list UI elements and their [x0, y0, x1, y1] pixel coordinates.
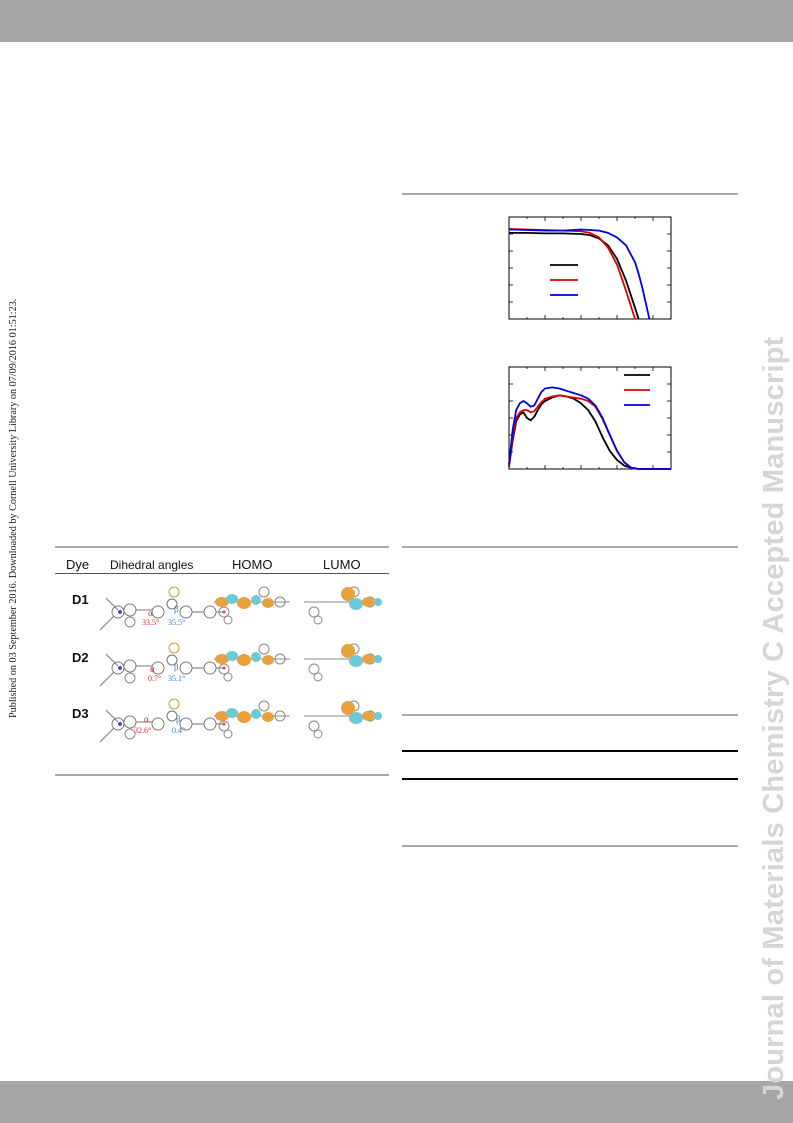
jv-series-line-3 — [508, 228, 651, 320]
header-lumo: LUMO — [323, 557, 361, 572]
homo-orbitals — [213, 586, 291, 739]
page-footer-band — [0, 1081, 793, 1123]
beta-symbol-d1: β — [174, 604, 179, 614]
table-frame-bottom-rule — [402, 845, 738, 847]
lumo-orbitals — [303, 586, 382, 739]
alpha-symbol-d2: α — [150, 664, 155, 674]
beta-symbol-d3: β — [176, 714, 181, 724]
beta-angle-d1: 35.5° — [168, 618, 185, 627]
table-header-top-rule — [402, 750, 738, 752]
dye-label-d2: D2 — [72, 650, 89, 665]
dye-table-bottom-rule — [55, 774, 389, 776]
beta-angle-d3: 0.4° — [172, 726, 185, 735]
page-header-band — [0, 0, 793, 42]
dye-table-header-rule — [55, 573, 389, 574]
ipce-series-line-3 — [508, 386, 671, 470]
beta-angle-d2: 35.1° — [168, 674, 185, 683]
beta-symbol-d2: β — [174, 662, 179, 672]
dye-table-top-rule — [55, 546, 389, 548]
alpha-symbol-d1: α — [148, 608, 153, 618]
jv-series-line-2 — [508, 228, 636, 320]
ipce-spectrum-chart — [508, 366, 672, 470]
jv-curve-chart — [508, 216, 672, 320]
alpha-angle-d3: 32.6° — [134, 726, 151, 735]
dye-label-d1: D1 — [72, 592, 89, 607]
jv-series-line-1 — [509, 232, 640, 320]
alpha-angle-d2: 0.7° — [148, 674, 161, 683]
table-frame-top-rule — [402, 714, 738, 716]
figure-bottom-rule — [402, 546, 738, 548]
alpha-symbol-d3: α — [144, 714, 149, 724]
figure-top-rule — [402, 193, 738, 195]
header-homo: HOMO — [232, 557, 273, 572]
table-header-bottom-rule — [402, 778, 738, 780]
header-dye: Dye — [66, 557, 90, 572]
header-dihedral-angles: Dihedral angles — [110, 558, 194, 572]
dye-label-d3: D3 — [72, 706, 89, 721]
alpha-angle-d1: 33.5° — [142, 618, 159, 627]
